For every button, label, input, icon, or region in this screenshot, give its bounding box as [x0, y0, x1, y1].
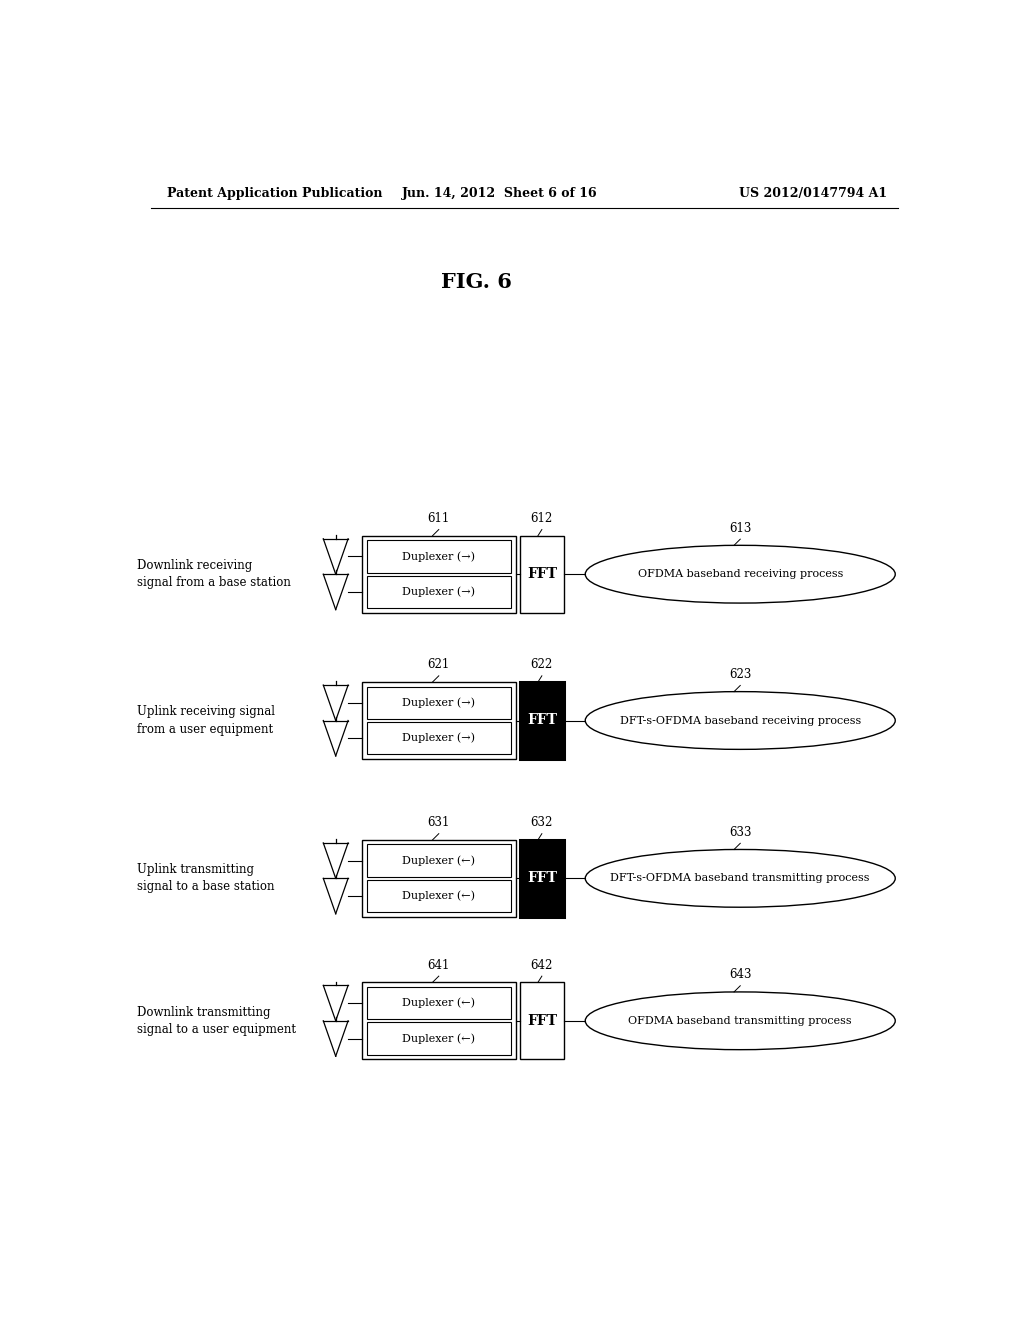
Ellipse shape [586, 692, 895, 750]
Text: Downlink transmitting
signal to a user equipment: Downlink transmitting signal to a user e… [137, 1006, 296, 1036]
Text: Duplexer (←): Duplexer (←) [402, 855, 475, 866]
Text: FFT: FFT [527, 568, 557, 581]
Text: Duplexer (→): Duplexer (→) [402, 697, 475, 708]
Text: 632: 632 [530, 816, 553, 829]
Text: 621: 621 [428, 659, 450, 672]
Bar [367, 987, 511, 1019]
Ellipse shape [586, 545, 895, 603]
Text: Patent Application Publication: Patent Application Publication [167, 186, 382, 199]
Text: FFT: FFT [527, 1014, 557, 1028]
Text: Uplink receiving signal
from a user equipment: Uplink receiving signal from a user equi… [137, 705, 275, 735]
Text: Duplexer (→): Duplexer (→) [402, 586, 475, 597]
Bar [362, 840, 515, 917]
Bar [520, 840, 563, 917]
Text: OFDMA baseband transmitting process: OFDMA baseband transmitting process [629, 1016, 852, 1026]
Text: Jun. 14, 2012  Sheet 6 of 16: Jun. 14, 2012 Sheet 6 of 16 [402, 186, 598, 199]
Text: 613: 613 [729, 521, 752, 535]
Text: 631: 631 [428, 816, 450, 829]
Ellipse shape [586, 850, 895, 907]
Text: 642: 642 [530, 958, 553, 972]
Bar [367, 576, 511, 609]
Text: 643: 643 [729, 968, 752, 981]
Text: FFT: FFT [527, 871, 557, 886]
Text: 622: 622 [530, 659, 553, 672]
Text: Duplexer (→): Duplexer (→) [402, 552, 475, 562]
Text: FIG. 6: FIG. 6 [441, 272, 512, 292]
Text: US 2012/0147794 A1: US 2012/0147794 A1 [739, 186, 888, 199]
Text: FFT: FFT [527, 714, 557, 727]
Text: 623: 623 [729, 668, 752, 681]
Text: Duplexer (←): Duplexer (←) [402, 1034, 475, 1044]
Bar [367, 722, 511, 755]
Text: 611: 611 [428, 512, 450, 525]
Text: Duplexer (←): Duplexer (←) [402, 891, 475, 902]
Bar [367, 845, 511, 876]
Bar [367, 880, 511, 912]
Bar [520, 982, 563, 1059]
Text: 641: 641 [428, 958, 450, 972]
Text: Downlink receiving
signal from a base station: Downlink receiving signal from a base st… [137, 560, 291, 589]
Bar [367, 1023, 511, 1055]
Bar [520, 536, 563, 612]
Bar [520, 682, 563, 759]
Text: Uplink transmitting
signal to a base station: Uplink transmitting signal to a base sta… [137, 863, 274, 894]
Bar [362, 536, 515, 612]
Bar [367, 686, 511, 719]
Text: Duplexer (←): Duplexer (←) [402, 998, 475, 1008]
Text: 612: 612 [530, 512, 553, 525]
Text: Duplexer (→): Duplexer (→) [402, 733, 475, 743]
Bar [362, 682, 515, 759]
Text: DFT-s-OFDMA baseband transmitting process: DFT-s-OFDMA baseband transmitting proces… [610, 874, 870, 883]
Bar [367, 540, 511, 573]
Bar [362, 982, 515, 1059]
Text: 633: 633 [729, 826, 752, 838]
Ellipse shape [586, 991, 895, 1049]
Text: OFDMA baseband receiving process: OFDMA baseband receiving process [638, 569, 843, 579]
Text: DFT-s-OFDMA baseband receiving process: DFT-s-OFDMA baseband receiving process [620, 715, 861, 726]
